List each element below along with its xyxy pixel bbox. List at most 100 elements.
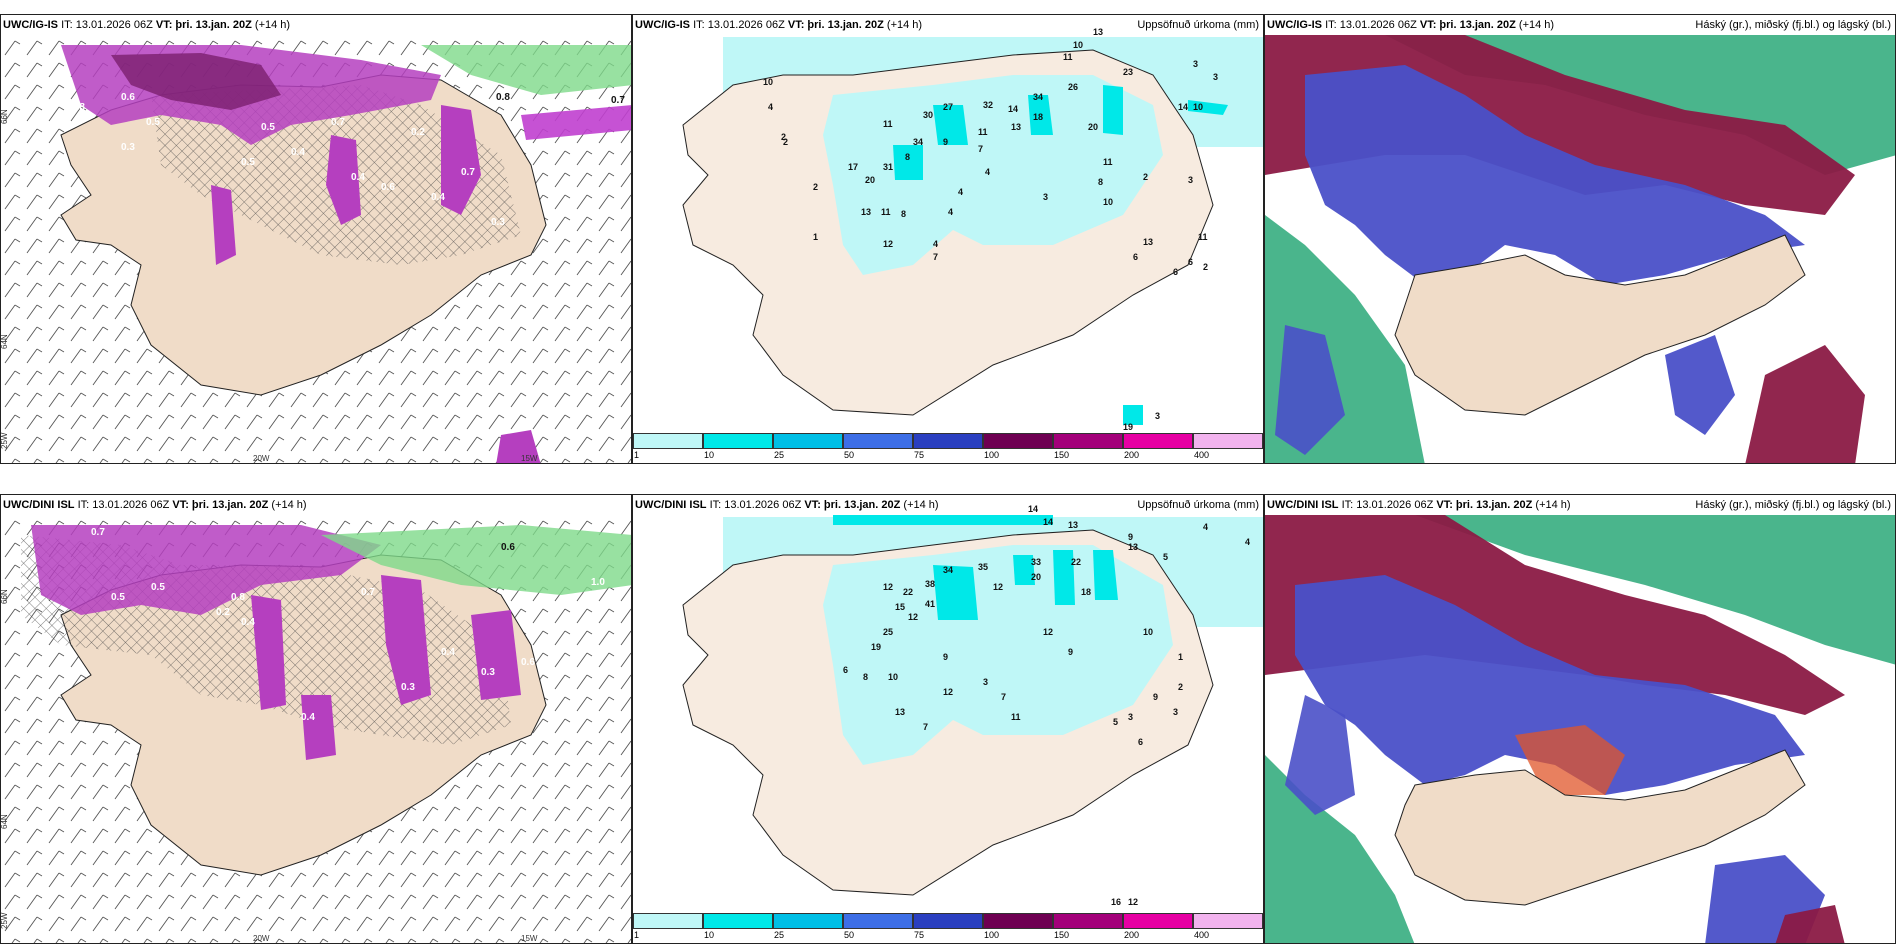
precip-value: 8 [863,672,868,682]
precip-legend: 1 10 25 50 75 100 150 200 400 [633,913,1263,943]
lead-time: (+14 h) [271,499,307,511]
wind-label: 0.2 [216,607,230,618]
lat-label-top: 66N [1,589,9,604]
precip-value: 11 [881,207,891,217]
precip-value: 9 [1128,532,1133,542]
precip-value: 38 [925,579,935,589]
precip-col3 [471,610,521,700]
precip-value: 7 [923,722,928,732]
precip-value: 11 [1103,157,1113,167]
wind-label: 0.8 [496,92,510,103]
precip-value: 8 [901,209,906,219]
precip-value: 7 [978,144,983,154]
valid-time: VT: þri. 13.jan. 20Z [1419,19,1516,31]
precip-value: 5 [1113,717,1118,727]
precip-value: 5 [1163,552,1168,562]
legend-label: 200 [1124,930,1140,940]
precip-value: 4 [933,239,938,249]
wind-label: 0.7 [361,587,375,598]
legend-label: 50 [844,450,855,460]
cloud-panel-row1: UWC/IG-IS IT: 13.01.2026 06Z VT: þri. 13… [1264,14,1896,464]
precip-value: 10 [1073,40,1083,50]
precip-value: 23 [1123,67,1133,77]
precip-title: Uppsöfnuð úrkoma (mm) [1137,499,1259,511]
cloud-high-region [1775,905,1845,943]
precip-value: 13 [1068,520,1078,530]
precip-value: 16 [1111,897,1121,907]
precip-value: 31 [883,162,893,172]
wind-label: 0.4 [431,192,445,203]
wind-panel-row1: UWC/IG-IS IT: 13.01.2026 06Z VT: þri. 13… [0,14,632,464]
precip-value: 20 [865,175,875,185]
lat-label-mid: 64N [1,334,9,349]
precip-value: 14 [1178,102,1188,112]
init-time: IT: 13.01.2026 06Z [1325,19,1417,31]
wind-label: 0.5 [146,117,160,128]
precip-map: 14 14 13 9 13 5 4 4 22 33 20 18 35 34 38… [682,504,1263,907]
precip-value: 3 [983,677,988,687]
precip-value: 11 [1011,712,1021,722]
precip-value: 11 [1198,232,1208,242]
precip-value: 13 [1143,237,1153,247]
wind-label: 0.6 [521,657,535,668]
lon-label-mid: 20W [253,454,270,463]
precip-value: 32 [983,100,993,110]
wind-label: 0.4 [441,647,455,658]
legend-swatch [1193,433,1263,449]
precip-strip [521,105,631,140]
wind-label: 0.3 [481,667,495,678]
legend-label: 200 [1124,450,1140,460]
wind-label: 0.7 [331,117,345,128]
precip-small [1123,405,1143,425]
precip-value: 10 [1143,627,1153,637]
cloud-red-region [1515,725,1625,795]
precip-dark [111,53,281,110]
lat-label-mid: 64N [1,814,9,829]
cloud-mid-region [1305,65,1805,285]
precip-value: 14 [1043,517,1053,527]
precip-medium [933,105,968,145]
precip-value: 2 [783,137,788,147]
precip-value: 15 [895,602,905,612]
model-name: UWC/DINI ISL [1267,499,1339,511]
legend-label: 150 [1054,930,1070,940]
precip-value: 12 [1128,897,1138,907]
precip-value: 34 [943,565,953,575]
valid-time: VT: þri. 13.jan. 20Z [1436,499,1533,511]
cloud-title: Háský (gr.), miðský (fj.bl.) og lágský (… [1695,19,1891,31]
panel-header: UWC/IG-IS IT: 13.01.2026 06Z VT: þri. 13… [1265,15,1895,35]
legend-swatch [773,433,843,449]
legend-swatch [1053,913,1123,929]
panel-header: UWC/DINI ISL IT: 13.01.2026 06Z VT: þri.… [1265,495,1895,515]
precip-value: 14 [1028,504,1038,514]
precip-value: 11 [1063,52,1073,62]
precip-medium [1053,550,1075,605]
precip-magenta [31,525,381,615]
wind-label: 0.8 [231,592,245,603]
cloud-mid-region [1285,695,1355,815]
legend-label: 400 [1194,450,1210,460]
legend-swatch [983,913,1053,929]
wind-label: 0.3 [121,142,135,153]
model-name: UWC/DINI ISL [3,499,75,511]
precip-value: 12 [883,239,893,249]
wind-label: 0.6 [501,542,515,553]
lon-label-left: 25W [1,912,9,929]
legend-swatch [1053,433,1123,449]
wind-label: 0.5 [241,157,255,168]
legend-swatch [703,913,773,929]
legend-label: 10 [704,450,715,460]
cloud-high-region [1265,515,1845,715]
precip-value: 2 [1143,172,1148,182]
precip-value: 19 [871,642,881,652]
wind-label: 0.8 [71,102,85,113]
precip-value: 20 [1031,572,1041,582]
precip-value: 4 [1203,522,1208,532]
precip-value: 14 [1008,104,1018,114]
precip-col2 [326,135,361,225]
precip-value: 9 [1068,647,1073,657]
wind-label: 0.2 [411,127,425,138]
model-name: UWC/DINI ISL [635,499,707,511]
legend-swatch [983,433,1053,449]
wind-label: 0.7 [91,527,105,538]
